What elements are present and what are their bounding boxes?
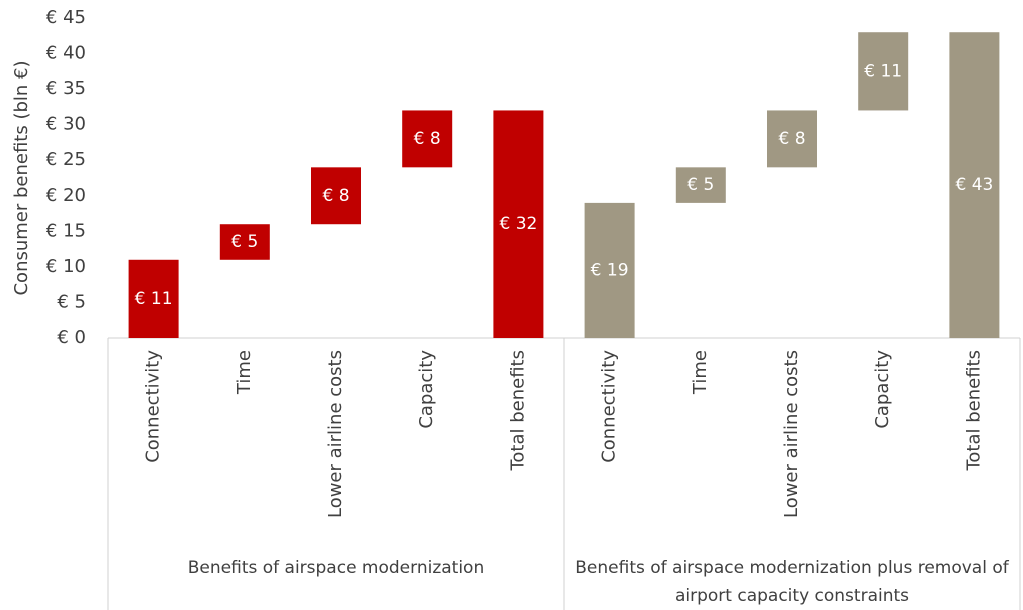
value-label: € 32 xyxy=(499,214,537,234)
y-axis-label: Consumer benefits (bln €) xyxy=(11,60,32,295)
y-tick-label: € 20 xyxy=(46,185,86,206)
x-tick-label: Total benefits xyxy=(507,350,528,472)
value-label: € 19 xyxy=(591,260,629,280)
y-tick-label: € 25 xyxy=(46,149,86,170)
group-label: Benefits of airspace modernization xyxy=(187,558,485,578)
value-label: € 8 xyxy=(414,129,441,149)
bar xyxy=(402,110,453,168)
bar xyxy=(767,110,817,168)
bar xyxy=(584,202,635,338)
y-tick-label: € 15 xyxy=(46,220,86,241)
y-tick-label: € 10 xyxy=(46,256,86,277)
x-tick-label: Capacity xyxy=(416,350,437,429)
y-tick-label: € 40 xyxy=(46,43,86,64)
value-label: € 8 xyxy=(322,186,349,206)
bar xyxy=(219,224,270,260)
x-tick-label: Connectivity xyxy=(143,350,164,463)
value-label: € 5 xyxy=(231,232,258,252)
y-tick-label: € 5 xyxy=(57,291,86,312)
x-tick-label: Lower airline costs xyxy=(325,350,346,518)
group-label: Benefits of airspace modernization plus … xyxy=(575,558,1009,606)
bar xyxy=(675,167,726,203)
y-tick-label: € 45 xyxy=(46,7,86,28)
x-tick-label: Connectivity xyxy=(599,350,620,463)
bar xyxy=(128,259,179,338)
value-label: € 5 xyxy=(687,175,714,195)
bar xyxy=(858,32,909,111)
x-tick-label: Lower airline costs xyxy=(781,350,802,518)
x-tick-label: Time xyxy=(234,350,255,395)
y-tick-label: € 30 xyxy=(46,114,86,135)
bar xyxy=(949,32,1000,338)
x-tick-label: Capacity xyxy=(872,350,893,429)
x-tick-label: Total benefits xyxy=(963,350,984,472)
value-label: € 11 xyxy=(135,289,173,309)
value-label: € 11 xyxy=(864,61,902,81)
x-tick-label: Time xyxy=(690,350,711,395)
y-tick-label: € 35 xyxy=(46,78,86,99)
value-label: € 43 xyxy=(955,175,993,195)
bar xyxy=(493,110,544,338)
bar xyxy=(311,167,361,225)
value-label: € 8 xyxy=(778,129,805,149)
y-tick-label: € 0 xyxy=(57,327,86,348)
